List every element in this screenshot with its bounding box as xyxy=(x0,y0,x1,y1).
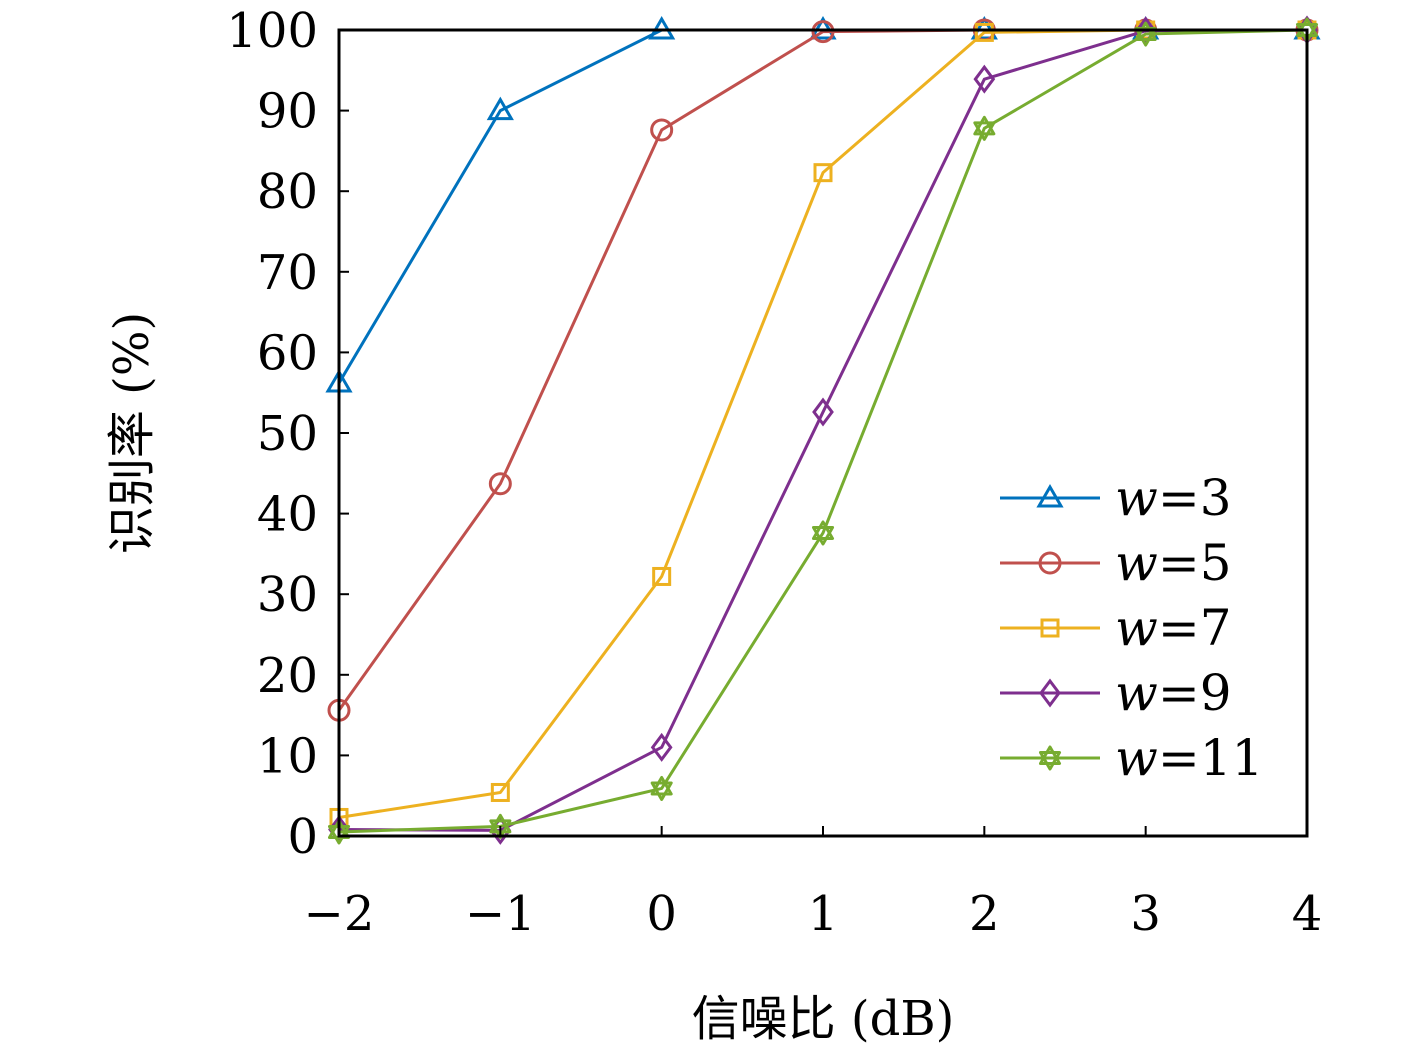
legend: w=3 w=5 w=7 w=9 w=11 xyxy=(988,462,1288,787)
data-point xyxy=(652,566,672,586)
legend-marker xyxy=(1039,678,1061,708)
series-w=3 xyxy=(325,16,1321,393)
series-line xyxy=(337,28,1307,384)
y-tick-label: 30 xyxy=(257,567,318,623)
y-tick-label: 70 xyxy=(257,245,318,301)
data-point xyxy=(486,96,514,121)
x-tick-label: 1 xyxy=(808,886,839,942)
legend-entry: w=3 xyxy=(1000,469,1232,527)
data-point xyxy=(650,775,673,801)
legend-entry: w=9 xyxy=(1000,664,1232,722)
y-tick-label: 0 xyxy=(287,809,318,865)
legend-label: w=3 xyxy=(1115,469,1232,527)
legend-label: w=7 xyxy=(1115,599,1232,657)
legend-marker xyxy=(1036,484,1064,508)
legend-marker xyxy=(1040,618,1060,638)
x-axis-label: 信噪比 (dB) xyxy=(692,991,955,1047)
legend-entry: w=5 xyxy=(1000,534,1232,592)
data-point xyxy=(650,732,673,762)
legend-label: w=9 xyxy=(1115,664,1232,722)
data-point xyxy=(973,115,996,141)
x-tick-label: 4 xyxy=(1292,886,1323,942)
y-tick-label: 60 xyxy=(257,325,318,381)
legend-label: w=5 xyxy=(1115,534,1232,592)
data-point xyxy=(812,397,834,427)
legend-marker xyxy=(1038,551,1062,575)
x-tick-label: 0 xyxy=(646,886,677,942)
legend-label: w=11 xyxy=(1115,729,1263,787)
y-tick-label: 10 xyxy=(257,728,318,784)
legend-box xyxy=(988,462,1288,784)
data-point xyxy=(813,163,833,183)
legend-entry: w=7 xyxy=(1000,599,1232,657)
data-point xyxy=(490,782,510,802)
x-tick-label: 2 xyxy=(969,886,1000,942)
y-tick-label: 100 xyxy=(226,3,318,59)
y-tick-label: 20 xyxy=(257,648,318,704)
data-point xyxy=(811,20,835,44)
legend-marker xyxy=(1038,745,1062,771)
data-point xyxy=(974,22,994,42)
legend-entry: w=11 xyxy=(1000,729,1263,787)
y-tick-label: 50 xyxy=(257,406,318,462)
x-tick-label: 3 xyxy=(1130,886,1161,942)
data-point xyxy=(973,64,996,94)
x-tick-label: −1 xyxy=(465,886,536,942)
data-point xyxy=(650,118,674,142)
data-point xyxy=(488,472,512,496)
y-axis-label: 识别率 (%) xyxy=(104,312,160,554)
y-tick-label: 40 xyxy=(257,487,318,543)
y-tick-label: 80 xyxy=(257,164,318,220)
x-tick-label: −2 xyxy=(304,886,375,942)
data-point xyxy=(811,520,835,546)
y-tick-label: 90 xyxy=(257,84,318,140)
